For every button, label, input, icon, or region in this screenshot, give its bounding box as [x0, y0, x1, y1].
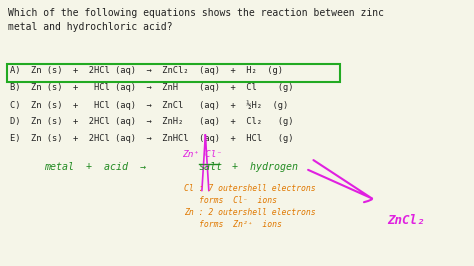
Text: Which of the following equations shows the reaction between zinc
metal and hydro: Which of the following equations shows t…: [8, 8, 384, 32]
Text: forms  Cl⁻  ions: forms Cl⁻ ions: [199, 196, 276, 205]
Text: metal  +  acid  →: metal + acid →: [44, 162, 157, 172]
Text: forms  Zn²⁺  ions: forms Zn²⁺ ions: [199, 220, 282, 229]
Text: ZnCl₂: ZnCl₂: [387, 214, 425, 227]
Text: A)  Zn (s)  +  2HCl (aq)  →  ZnCl₂  (aq)  +  H₂  (g): A) Zn (s) + 2HCl (aq) → ZnCl₂ (aq) + H₂ …: [9, 66, 283, 75]
Text: salt: salt: [199, 162, 223, 172]
Text: Zn : 2 outershell electrons: Zn : 2 outershell electrons: [184, 208, 316, 217]
Text: Cl : 7 outershell electrons: Cl : 7 outershell electrons: [184, 184, 316, 193]
Text: E)  Zn (s)  +  2HCl (aq)  →  ZnHCl  (aq)  +  HCl   (g): E) Zn (s) + 2HCl (aq) → ZnHCl (aq) + HCl…: [9, 134, 293, 143]
Text: D)  Zn (s)  +  2HCl (aq)  →  ZnH₂   (aq)  +  Cl₂   (g): D) Zn (s) + 2HCl (aq) → ZnH₂ (aq) + Cl₂ …: [9, 117, 293, 126]
Text: B)  Zn (s)  +   HCl (aq)  →  ZnH    (aq)  +  Cl    (g): B) Zn (s) + HCl (aq) → ZnH (aq) + Cl (g): [9, 83, 293, 92]
Text: C)  Zn (s)  +   HCl (aq)  →  ZnCl   (aq)  +  ½H₂  (g): C) Zn (s) + HCl (aq) → ZnCl (aq) + ½H₂ (…: [9, 100, 288, 110]
Text: +  hydrogen: + hydrogen: [220, 162, 298, 172]
Text: Zn⁺ Cl⁻: Zn⁺ Cl⁻: [182, 150, 222, 159]
